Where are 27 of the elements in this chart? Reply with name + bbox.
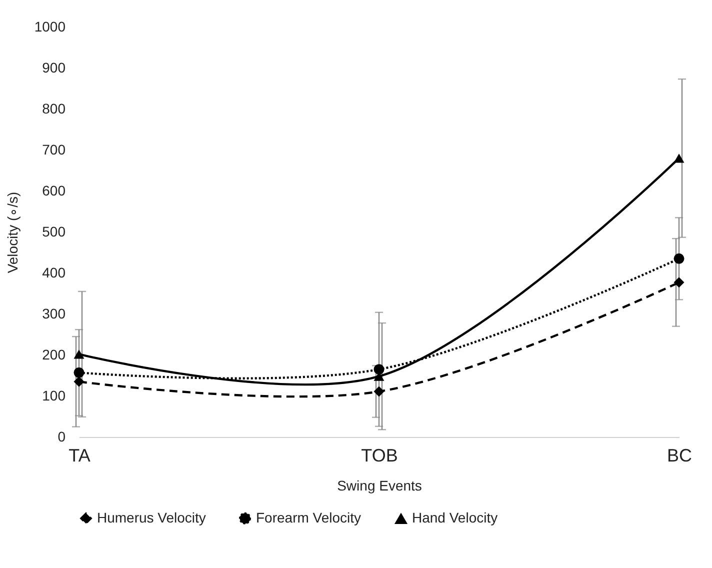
y-tick-label: 500 — [42, 224, 66, 240]
y-tick-label: 0 — [58, 428, 66, 444]
y-tick-label: 900 — [42, 60, 66, 76]
point — [374, 364, 384, 375]
legend-label: Forearm Velocity — [256, 509, 362, 526]
point — [674, 253, 684, 264]
y-tick-label: 300 — [42, 306, 66, 322]
point — [674, 277, 684, 288]
point — [74, 376, 84, 387]
y-tick-label: 600 — [42, 182, 66, 198]
legend-label: Hand Velocity — [412, 510, 498, 526]
point — [374, 386, 384, 397]
point — [74, 367, 84, 378]
point — [674, 154, 684, 163]
point — [74, 350, 84, 359]
x-tick-label: BC — [666, 446, 692, 466]
x-tick-label: TA — [68, 446, 90, 466]
y-tick-label: 700 — [42, 142, 66, 158]
y-tick-label: 200 — [42, 346, 66, 362]
y-axis-title: Velocity (∘/s) — [4, 192, 20, 274]
y-tick-label: 800 — [42, 100, 66, 116]
y-tick-label: 100 — [42, 388, 66, 404]
legend-label: Humerus Velocity — [97, 509, 206, 526]
y-tick-label: 1000 — [34, 18, 66, 34]
x-tick-label: TOB — [361, 446, 398, 466]
y-tick-label: 400 — [42, 264, 66, 280]
x-axis-title: Swing Events — [337, 478, 422, 494]
